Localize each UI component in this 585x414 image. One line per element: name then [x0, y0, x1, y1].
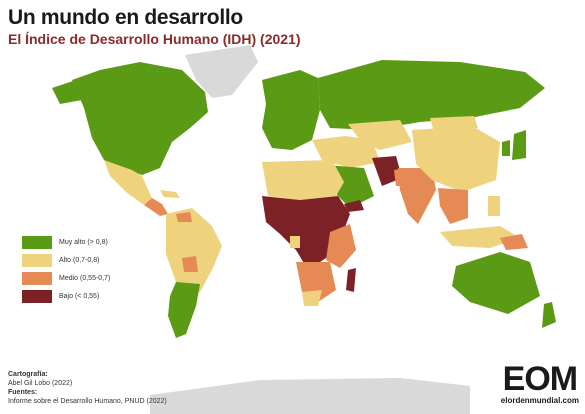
southern-cone	[168, 282, 200, 338]
legend-label: Muy alto (> 0,8)	[59, 238, 108, 246]
middle-east-high	[312, 136, 380, 168]
brand-url: elordenmundial.com	[500, 396, 579, 405]
central-america	[144, 198, 168, 216]
brand: EOM elordenmundial.com	[501, 362, 579, 405]
legend-swatch	[22, 271, 52, 285]
legend-label: Bajo (< 0,55)	[59, 292, 100, 300]
cartography-heading: Cartografía:	[8, 371, 48, 378]
cartography-author: Abel Gil Lobo (2022)	[8, 380, 73, 387]
philippines	[488, 196, 500, 216]
china	[412, 126, 500, 192]
bolivia	[182, 256, 198, 272]
north-africa	[262, 160, 344, 200]
legend-label: Alto (0,7-0,8)	[59, 256, 100, 264]
southeast-asia	[438, 188, 468, 224]
credits: Cartografía: Abel Gil Lobo (2022) Fuente…	[8, 370, 167, 406]
madagascar	[346, 268, 356, 292]
legend-item-medium: Medio (0,55-0,7)	[22, 269, 110, 287]
mongolia	[430, 116, 478, 132]
australia	[452, 252, 540, 314]
papua	[500, 234, 528, 250]
new-zealand	[542, 302, 556, 328]
korea	[502, 140, 510, 156]
venezuela	[176, 212, 192, 222]
legend-swatch	[22, 253, 52, 267]
legend-item-high: Alto (0,7-0,8)	[22, 251, 110, 269]
gabon-botswana	[290, 236, 300, 248]
greenland	[185, 45, 258, 98]
map-subtitle: El Índice de Desarrollo Humano (IDH) (20…	[8, 31, 301, 47]
south-africa	[302, 290, 322, 306]
south-america	[166, 208, 222, 300]
central-asia	[348, 120, 412, 150]
mexico	[104, 160, 152, 205]
map-title: Un mundo en desarrollo	[8, 6, 243, 29]
sources-text: Informe sobre el Desarrollo Humano, PNUD…	[8, 398, 167, 405]
caribbean	[160, 190, 180, 198]
europe	[262, 70, 320, 150]
legend-swatch	[22, 289, 52, 303]
afghanistan-pakistan	[372, 156, 402, 186]
legend-swatch	[22, 235, 52, 249]
legend-item-low: Bajo (< 0,55)	[22, 287, 110, 305]
russia	[318, 60, 545, 130]
japan	[512, 130, 526, 160]
north-america-very-high	[72, 62, 208, 175]
india	[398, 168, 436, 224]
legend-label: Medio (0,55-0,7)	[59, 274, 111, 282]
antarctica	[150, 378, 470, 414]
alaska	[52, 80, 82, 104]
legend-item-very-high: Muy alto (> 0,8)	[22, 233, 110, 251]
indonesia	[440, 226, 520, 248]
sources-heading: Fuentes:	[8, 389, 38, 396]
eom-logo: EOM	[502, 360, 578, 398]
east-africa	[326, 224, 356, 268]
yemen	[344, 200, 364, 212]
legend: Muy alto (> 0,8) Alto (0,7-0,8) Medio (0…	[22, 233, 110, 305]
